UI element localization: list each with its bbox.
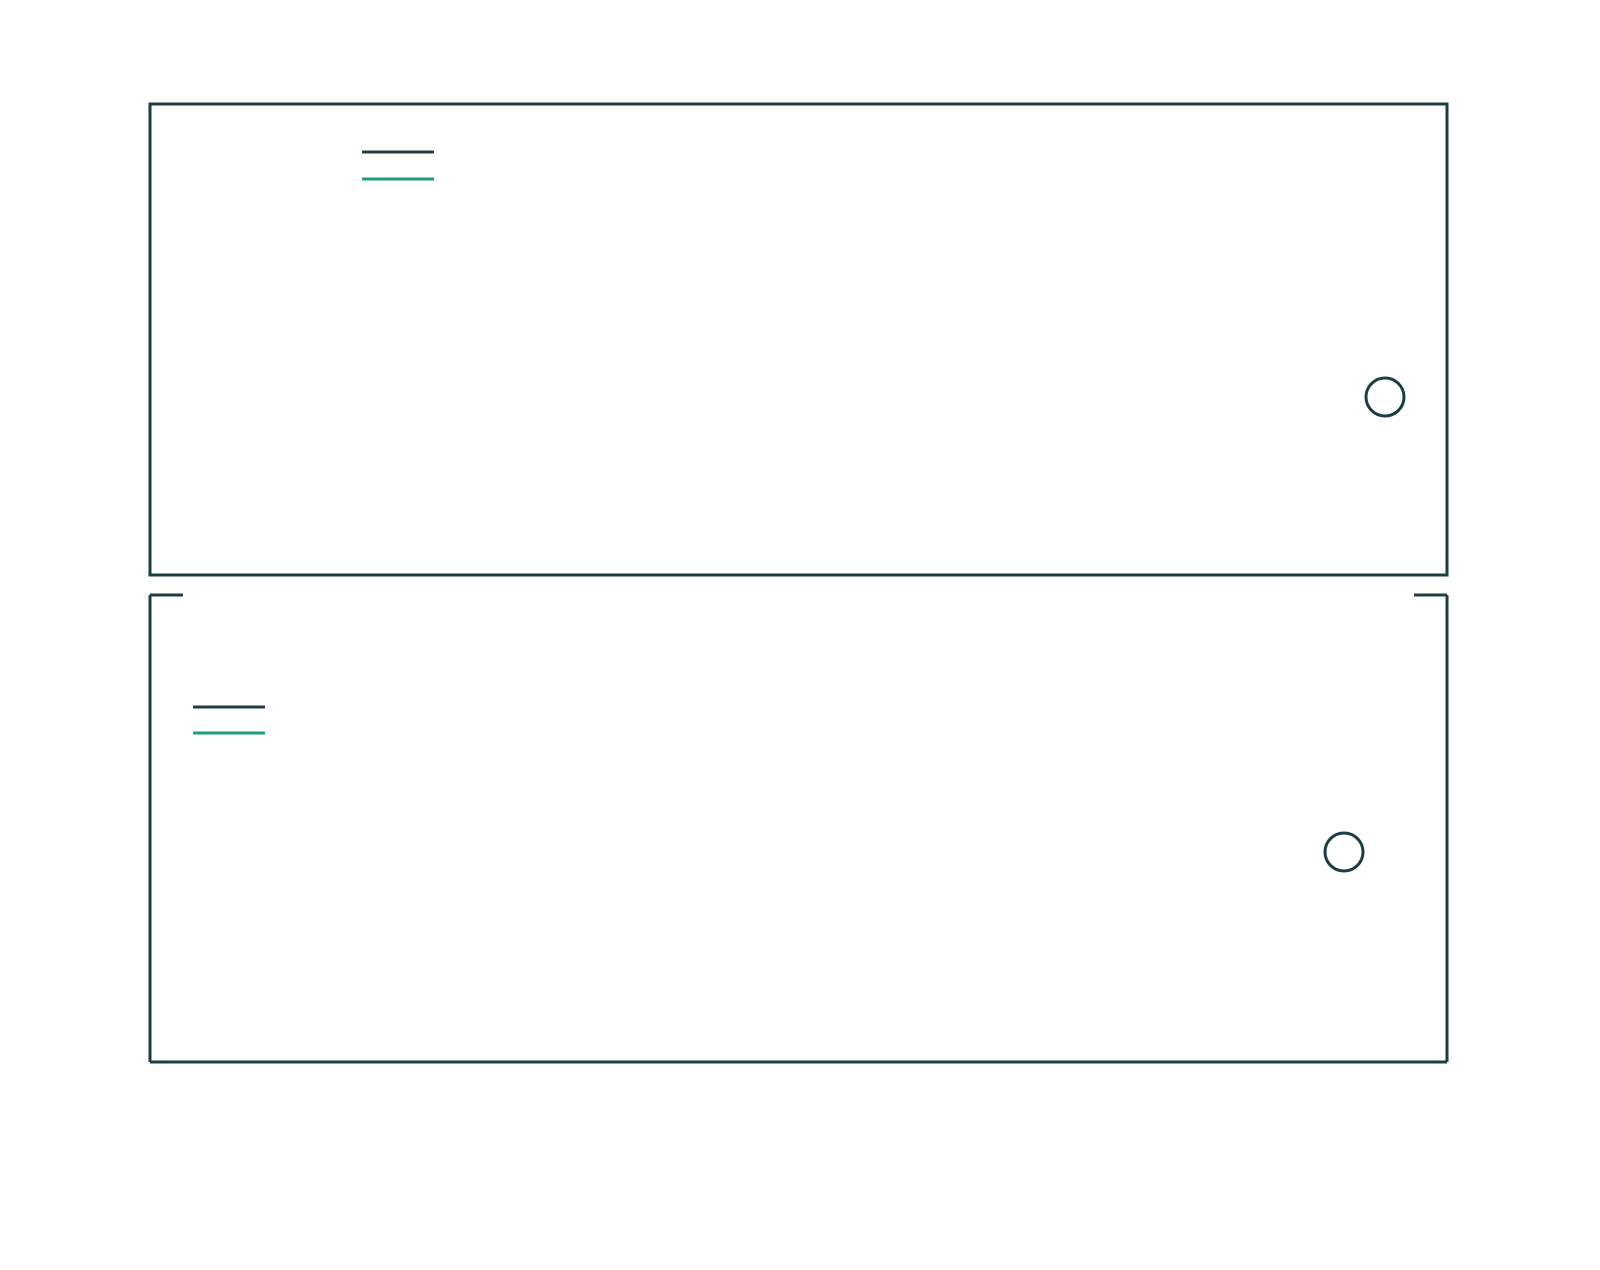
bottom-legend xyxy=(193,705,265,735)
top-panel-frame xyxy=(148,102,1449,577)
bottom-highlight-circle xyxy=(1323,831,1365,873)
top-highlight-circle xyxy=(1364,376,1406,418)
top-plot-border xyxy=(148,102,1449,577)
bottom-panel-frame xyxy=(148,593,1449,1064)
top-legend xyxy=(362,150,434,181)
